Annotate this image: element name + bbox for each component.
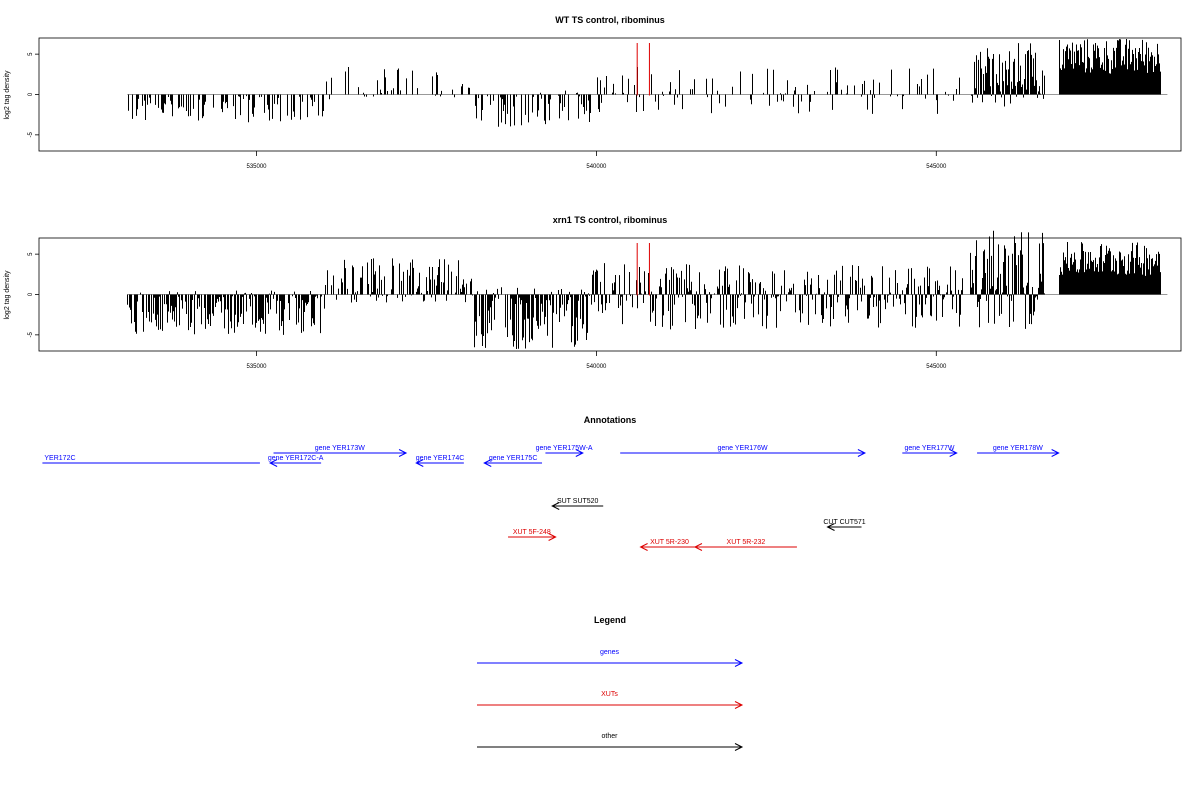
annotation-feature: gene YER174C — [415, 455, 465, 467]
density-bars-wt — [128, 39, 1161, 127]
feature-label: gene YER172C-A — [268, 455, 324, 462]
y-axis-label-wt: log2 tag density — [4, 70, 11, 120]
feature-label: CUT CUT571 — [823, 519, 865, 526]
annotation-feature: gene YER175C — [483, 455, 543, 467]
legend-label: genes — [600, 649, 620, 656]
x-tick-label: 535000 — [247, 164, 268, 170]
marker-lines-xrn1 — [636, 243, 650, 296]
annotations-track: Annotations YER172C gene YER172C-A gene YE… — [42, 415, 1060, 551]
annotation-feature: XUT 5R-232 — [693, 539, 797, 551]
x-tick-label: 535000 — [247, 364, 268, 370]
legend: Legend genes XUTs other — [477, 615, 744, 751]
panel-wt-density: WT TS control, ribominus 535000 540000 545… — [4, 15, 1182, 170]
x-tick-label: 540000 — [586, 364, 607, 370]
feature-label: gene YER173W — [315, 445, 365, 452]
feature-label: YER172C — [44, 455, 75, 462]
annotation-feature: XUT 5F-248 — [508, 529, 557, 541]
feature-label: SUT SUT520 — [557, 498, 599, 505]
x-tick-label: 540000 — [586, 164, 607, 170]
x-axis-wt: 535000 540000 545000 — [247, 151, 947, 170]
annotation-feature: CUT CUT571 — [823, 519, 866, 531]
y-axis-xrn1: -5 0 5 — [28, 252, 39, 338]
legend-title: Legend — [594, 615, 626, 625]
y-axis-wt: -5 0 5 — [28, 52, 39, 138]
panel-title-wt: WT TS control, ribominus — [555, 15, 665, 25]
y-tick-label: 5 — [28, 252, 34, 256]
legend-arrow — [734, 743, 744, 751]
annotation-feature: gene YER173W — [273, 445, 408, 457]
x-tick-label: 545000 — [926, 364, 947, 370]
feature-label: gene YER177W — [904, 445, 954, 452]
y-tick-label: 5 — [28, 52, 34, 56]
arrow-head — [826, 523, 835, 531]
legend-entry: genes — [477, 649, 744, 667]
feature-label: gene YER176W — [718, 445, 768, 452]
annotation-feature: gene YER176W — [620, 445, 867, 457]
annotations-title: Annotations — [584, 415, 637, 425]
legend-entry: other — [477, 733, 744, 751]
annotation-feature: gene YER175W-A — [536, 445, 593, 457]
arrow-head — [548, 533, 557, 541]
density-bars-xrn1 — [127, 230, 1161, 350]
feature-label: XUT 5R-232 — [727, 539, 766, 546]
legend-arrow — [734, 659, 744, 667]
annotation-feature: SUT SUT520 — [551, 498, 604, 510]
annotation-features: YER172C gene YER172C-A gene YER173W gene YE… — [42, 445, 1060, 551]
feature-label: gene YER178W — [993, 445, 1043, 452]
arrow-head — [639, 543, 648, 551]
y-tick-label: 0 — [28, 292, 34, 296]
arrow-head — [483, 459, 492, 467]
feature-label: gene YER175W-A — [536, 445, 593, 452]
y-tick-label: 0 — [28, 92, 34, 96]
legend-entries: genes XUTs other — [477, 649, 744, 751]
y-axis-label-xrn1: log2 tag density — [4, 270, 11, 320]
arrow-head — [269, 459, 278, 467]
arrow-head — [1051, 449, 1060, 457]
x-axis-xrn1: 535000 540000 545000 — [247, 351, 947, 370]
legend-entry: XUTs — [477, 691, 744, 709]
annotation-feature: XUT 5R-230 — [639, 539, 699, 551]
arrow-head — [949, 449, 958, 457]
feature-label: gene YER174C — [416, 455, 465, 462]
arrow-head — [693, 543, 703, 551]
annotation-feature: YER172C — [42, 455, 260, 464]
feature-label: XUT 5F-248 — [513, 529, 551, 536]
arrow-head — [575, 449, 584, 457]
annotation-feature: gene YER172C-A — [268, 455, 324, 467]
legend-label: XUTs — [601, 691, 618, 698]
annotation-feature: gene YER178W — [977, 445, 1060, 457]
panel-xrn1-density: xrn1 TS control, ribominus 535000 540000 5… — [4, 215, 1182, 370]
arrow-head — [857, 449, 867, 457]
marker-lines-wt — [636, 43, 650, 96]
feature-label: gene YER175C — [489, 455, 538, 462]
arrow-head — [415, 459, 424, 467]
y-tick-label: -5 — [28, 332, 34, 338]
annotation-feature: gene YER177W — [902, 445, 958, 457]
legend-label: other — [602, 733, 619, 740]
arrow-head — [398, 449, 408, 457]
arrow-head — [551, 502, 560, 510]
feature-label: XUT 5R-230 — [650, 539, 689, 546]
x-tick-label: 545000 — [926, 164, 947, 170]
legend-arrow — [734, 701, 744, 709]
y-tick-label: -5 — [28, 132, 34, 138]
panel-title-xrn1: xrn1 TS control, ribominus — [553, 215, 668, 225]
